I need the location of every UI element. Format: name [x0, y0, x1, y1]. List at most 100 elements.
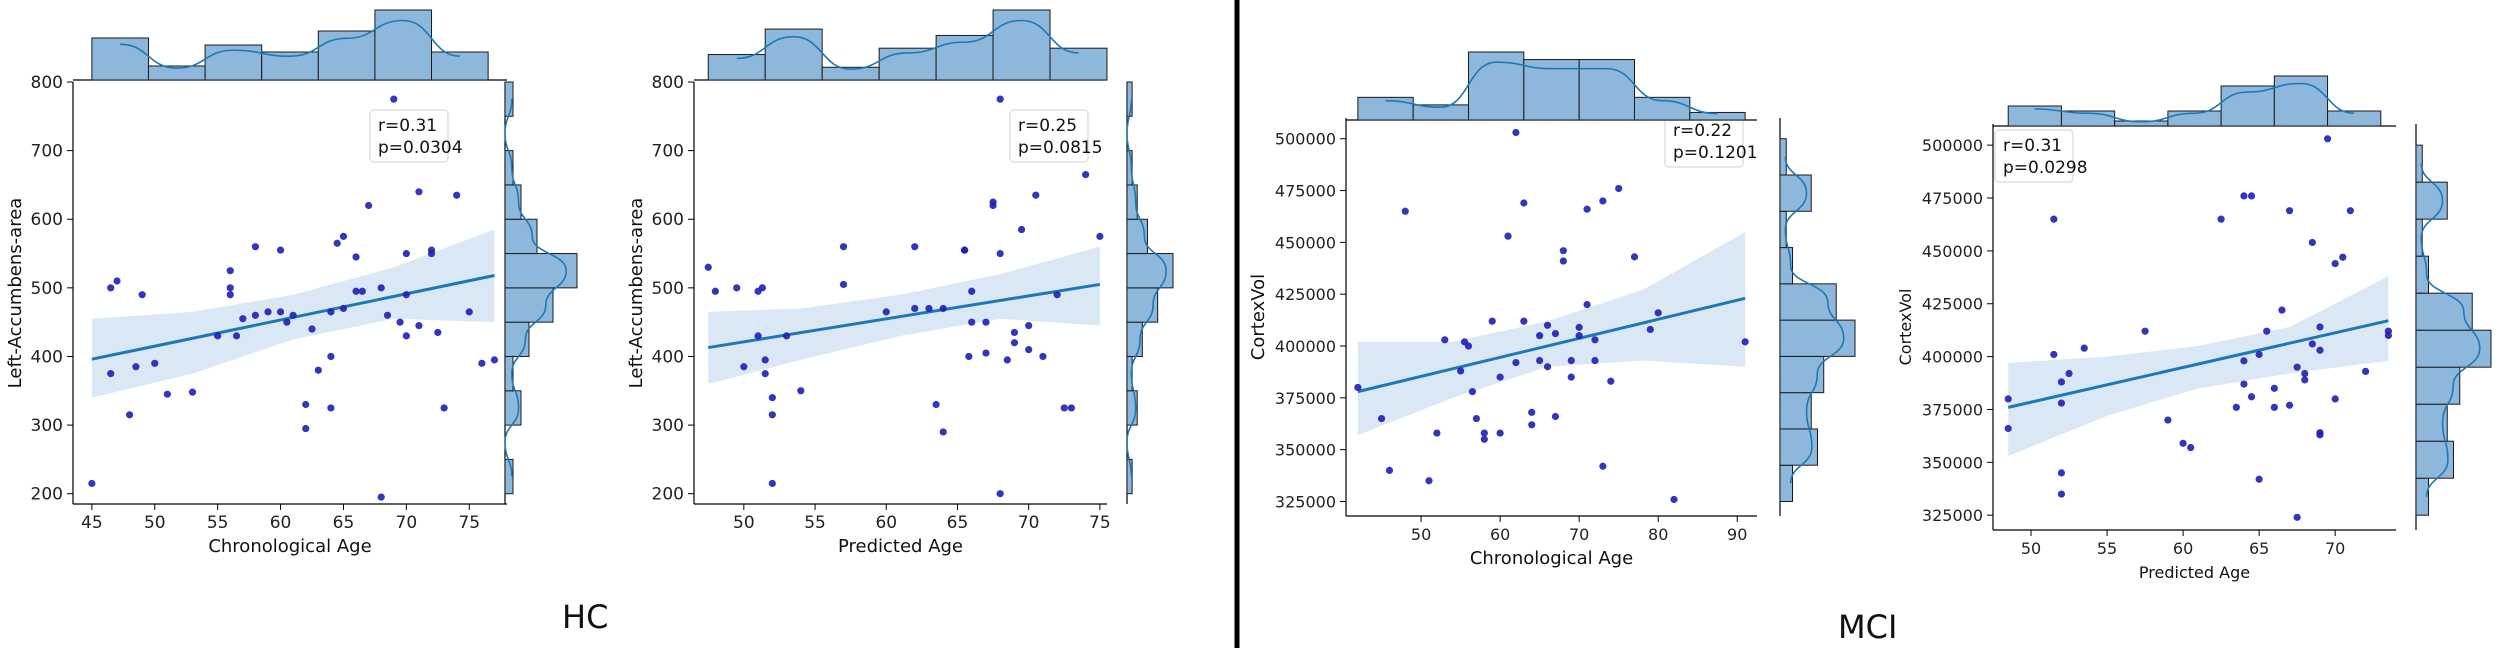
x-axis-label: Chronological Age: [1470, 548, 1633, 569]
x-tick-label: 70: [396, 513, 418, 533]
y-tick-label: 500000: [1922, 136, 1983, 155]
data-point: [1468, 388, 1477, 396]
data-point: [1607, 377, 1615, 385]
x-axis-label: Predicted Age: [2139, 563, 2250, 582]
right-hist-bar: [2415, 366, 2461, 405]
data-point: [365, 201, 373, 210]
data-point: [2323, 135, 2332, 143]
data-point: [1591, 336, 1599, 344]
data-point: [1025, 321, 1033, 330]
data-point: [782, 332, 791, 340]
data-point: [188, 388, 197, 396]
data-point: [1567, 373, 1575, 381]
data-point: [113, 277, 121, 285]
data-point: [1067, 404, 1075, 412]
data-point: [308, 325, 316, 333]
y-tick-label: 500: [652, 279, 684, 299]
data-point: [440, 404, 448, 412]
data-point: [911, 304, 919, 313]
data-point: [1575, 323, 1583, 331]
data-point: [939, 304, 947, 313]
data-point: [226, 267, 234, 275]
data-point: [797, 387, 805, 395]
top-hist-bar: [764, 28, 823, 81]
y-tick-label: 400000: [1922, 348, 1983, 367]
x-tick-label: 60: [1490, 525, 1510, 544]
data-point: [490, 356, 499, 364]
data-point: [239, 315, 247, 323]
data-point: [1551, 329, 1560, 338]
data-point: [2331, 259, 2339, 268]
confidence-band: [1357, 232, 1746, 436]
y-tick-label: 350000: [1275, 441, 1336, 460]
y-tick-label: 325000: [1922, 506, 1983, 525]
right-kde-curve: [1126, 99, 1167, 477]
panel-label-mci: MCI: [1838, 608, 1898, 646]
data-point: [1401, 207, 1409, 215]
data-point: [434, 328, 442, 337]
data-point: [768, 411, 776, 419]
right-hist-bar: [2415, 144, 2423, 183]
data-point: [1559, 247, 1567, 255]
right-hist-bar: [1779, 319, 1856, 357]
data-point: [968, 318, 976, 326]
confidence-band: [2008, 276, 2389, 456]
data-point: [911, 243, 919, 251]
x-tick-label: 60: [875, 513, 897, 533]
data-point: [960, 246, 969, 254]
y-tick-label: 400: [31, 347, 63, 367]
data-point: [768, 394, 776, 402]
top-hist-bar: [2007, 105, 2062, 127]
y-axis-label: Left-Accumbens-area: [626, 198, 647, 389]
data-point: [1425, 477, 1433, 485]
stats-r: r=0.31: [378, 116, 437, 136]
right-hist-bar: [1779, 138, 1787, 176]
data-point: [1377, 414, 1386, 423]
x-tick-label: 55: [2097, 539, 2117, 558]
data-point: [1536, 356, 1544, 365]
data-point: [1520, 199, 1528, 207]
top-kde-curve: [2034, 82, 2355, 123]
data-point: [1096, 232, 1104, 240]
y-axis-label: CortexVol: [1248, 274, 1269, 360]
x-tick-label: 65: [2249, 539, 2269, 558]
data-point: [2270, 403, 2278, 411]
data-point: [1433, 429, 1441, 437]
data-point: [1025, 346, 1033, 354]
data-point: [251, 243, 260, 251]
stats-r: r=0.22: [1673, 121, 1732, 141]
data-point: [2255, 475, 2263, 483]
data-point: [1520, 317, 1528, 325]
stats-r: r=0.25: [1018, 116, 1077, 136]
top-kde-curve: [1385, 61, 1718, 115]
data-point: [339, 304, 348, 313]
data-point: [1496, 429, 1504, 437]
data-point: [377, 284, 385, 292]
data-point: [1630, 253, 1639, 261]
y-tick-label: 400: [652, 347, 684, 367]
y-tick-label: 700: [652, 142, 684, 162]
data-point: [1528, 408, 1536, 416]
data-point: [151, 359, 159, 367]
data-point: [1512, 359, 1520, 367]
x-tick-label: 75: [458, 513, 480, 533]
data-point: [465, 308, 473, 316]
data-point: [2004, 424, 2012, 433]
y-tick-label: 475000: [1275, 182, 1336, 201]
top-hist-bar: [2273, 75, 2329, 127]
x-tick-label: 55: [804, 513, 826, 533]
data-point: [758, 284, 766, 292]
y-tick-label: 350000: [1922, 453, 1983, 472]
data-point: [251, 311, 260, 319]
data-point: [226, 291, 234, 299]
data-point: [226, 284, 234, 292]
x-tick-label: 50: [144, 513, 166, 533]
data-point: [377, 493, 385, 501]
data-point: [839, 280, 848, 289]
data-point: [1010, 328, 1019, 337]
stats-box: [369, 109, 449, 163]
x-tick-label: 90: [1727, 525, 1747, 544]
data-point: [2278, 306, 2286, 314]
data-point: [704, 263, 712, 271]
